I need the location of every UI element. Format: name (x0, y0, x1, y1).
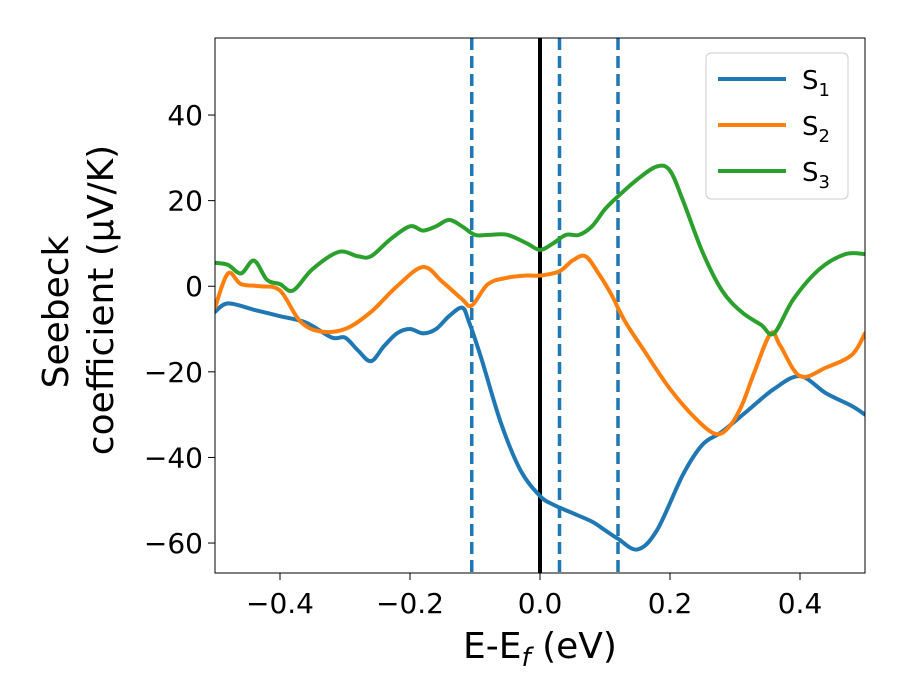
y-tick-label: 0 (185, 270, 203, 303)
legend-label-s1: S1 (802, 66, 830, 101)
y-axis-label: Seebeck coefficient (μV/K) (36, 145, 122, 455)
x-tick-label: −0.2 (376, 587, 444, 620)
x-tick-label: 0.2 (648, 587, 693, 620)
x-tick-label: 0.4 (778, 587, 823, 620)
y-tick-label: −60 (144, 527, 203, 560)
y-axis-label-line2: coefficient (μV/K) (81, 145, 122, 455)
y-tick-label: 40 (167, 99, 203, 132)
vertical-reference-lines (470, 38, 620, 573)
series-line-s3 (215, 163, 865, 337)
series-line-s2 (215, 253, 865, 437)
y-tick-label: −20 (144, 356, 203, 389)
y-tick-label: −40 (144, 441, 203, 474)
legend: S1 S2 S3 (705, 52, 849, 200)
legend-label-s2: S2 (802, 112, 830, 147)
y-axis-ticks: 40 20 0 −20 −40 −60 (144, 99, 215, 560)
x-tick-label: 0.0 (518, 587, 563, 620)
x-axis-ticks: −0.4 −0.2 0.0 0.2 0.4 (246, 573, 822, 620)
y-axis-label-line1: Seebeck (36, 235, 77, 388)
series-layer (215, 163, 865, 552)
legend-label-s3: S3 (802, 158, 830, 193)
x-tick-label: −0.4 (246, 587, 314, 620)
x-axis-label: E-Ef (eV) (463, 626, 617, 673)
y-tick-label: 20 (167, 185, 203, 218)
